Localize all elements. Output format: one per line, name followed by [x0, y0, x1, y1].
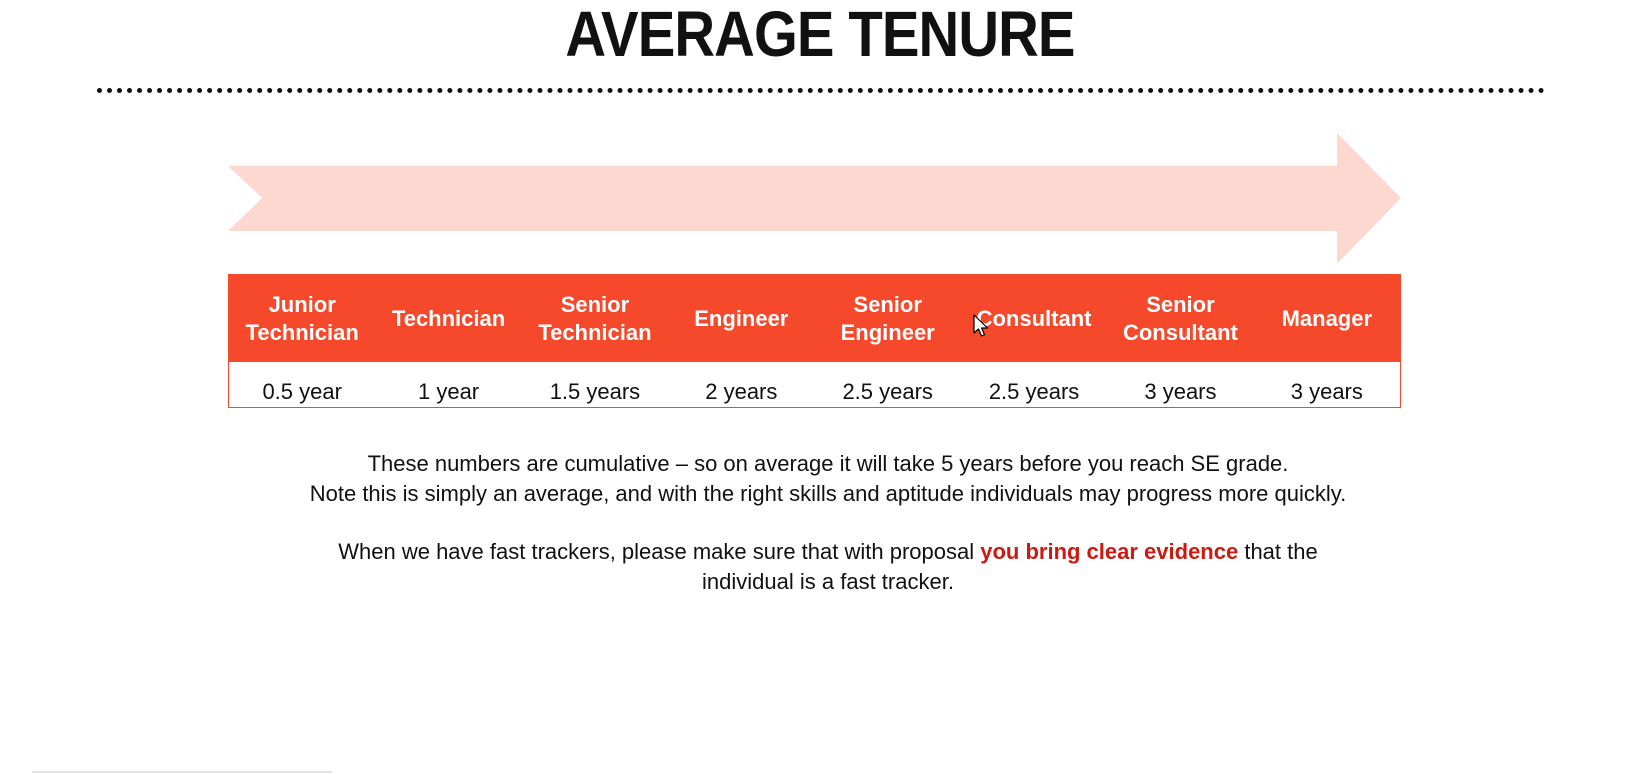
progression-arrow: [228, 133, 1401, 264]
grade-manager: Manager: [1281, 305, 1373, 331]
mouse-pointer-icon: [973, 314, 989, 337]
tenure-values-row: 0.5 year 1 year 1.5 years 2 years 2.5 ye…: [229, 362, 1400, 407]
cumulative-note: These numbers are cumulative – so on ave…: [228, 449, 1428, 509]
grade-senior-technician: Senior Technician: [538, 291, 652, 345]
grade-technician: Technician: [391, 305, 506, 331]
grade-engineer: Engineer: [694, 305, 789, 331]
fast-tracker-note-line-1: When we have fast trackers, please make …: [228, 537, 1428, 567]
cumulative-note-line-2: Note this is simply an average, and with…: [309, 481, 1347, 506]
tenure-junior-technician: 0.5 year: [262, 379, 342, 404]
tenure-senior-consultant: 3 years: [1144, 379, 1217, 404]
page-title: AVERAGE TENURE: [565, 0, 1075, 70]
tenure-senior-technician: 1.5 years: [549, 379, 641, 404]
tenure-engineer: 2 years: [705, 379, 778, 404]
tenure-consultant: 2.5 years: [988, 379, 1080, 404]
progression-arrow-shape: [228, 133, 1401, 264]
tenure-header-row: Junior Technician Technician Senior Tech…: [229, 275, 1400, 362]
tenure-technician: 1 year: [417, 379, 480, 404]
grade-junior-technician: Junior Technician: [245, 291, 359, 345]
tenure-manager: 3 years: [1290, 379, 1363, 404]
tenure-table: Junior Technician Technician Senior Tech…: [228, 274, 1401, 408]
dotted-divider: [97, 88, 1545, 93]
grade-senior-consultant: Senior Consultant: [1122, 291, 1238, 345]
cumulative-note-line-1: These numbers are cumulative – so on ave…: [367, 451, 1289, 476]
grade-senior-engineer: Senior Engineer: [840, 291, 935, 345]
grade-consultant: Consultant: [976, 305, 1092, 331]
fast-tracker-text-end: that the: [1238, 539, 1318, 564]
tenure-senior-engineer: 2.5 years: [842, 379, 933, 404]
fast-tracker-text-start: When we have fast trackers, please make …: [338, 539, 981, 564]
evidence-highlight: you bring clear evidence: [980, 539, 1239, 564]
bottom-edge-line: [32, 771, 332, 773]
fast-tracker-note: When we have fast trackers, please make …: [228, 537, 1428, 597]
fast-tracker-note-line-2: individual is a fast tracker.: [702, 569, 954, 594]
